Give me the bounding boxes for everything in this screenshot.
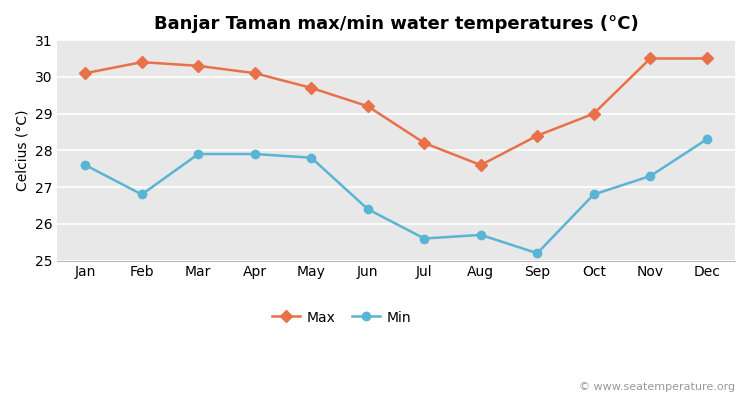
Min (307, 155, 316, 160)
Min (476, 232, 485, 237)
Max (307, 86, 316, 90)
Min (251, 152, 260, 156)
Min (137, 192, 146, 197)
Line: Max: Max (81, 54, 711, 169)
Max (251, 71, 260, 76)
Line: Min: Min (81, 135, 711, 258)
Min (702, 137, 711, 142)
Text: © www.seatemperature.org: © www.seatemperature.org (579, 382, 735, 392)
Max (646, 56, 655, 61)
Max (532, 133, 542, 138)
Max (363, 104, 372, 109)
Min (81, 163, 90, 168)
Max (702, 56, 711, 61)
Max (194, 64, 202, 68)
Max (420, 140, 429, 145)
Min (363, 207, 372, 212)
Max (137, 60, 146, 64)
Max (476, 163, 485, 168)
Max (590, 111, 598, 116)
Title: Banjar Taman max/min water temperatures (°C): Banjar Taman max/min water temperatures … (154, 15, 638, 33)
Min (194, 152, 202, 156)
Max (81, 71, 90, 76)
Min (420, 236, 429, 241)
Min (646, 174, 655, 178)
Legend: Max, Min: Max, Min (266, 305, 417, 330)
Y-axis label: Celcius (°C): Celcius (°C) (15, 110, 29, 191)
Min (532, 251, 542, 256)
Min (590, 192, 598, 197)
